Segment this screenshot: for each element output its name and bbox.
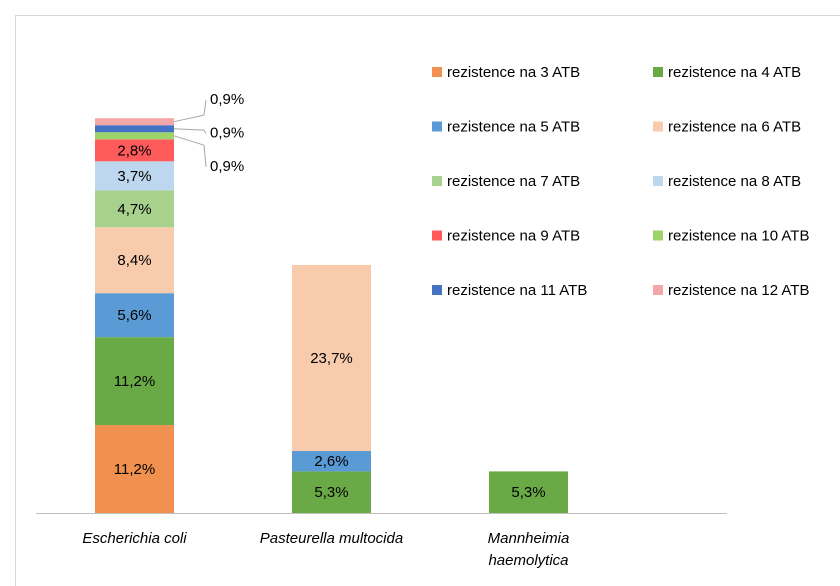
bar-segment <box>95 161 174 191</box>
legend-label: rezistence na 11 ATB <box>447 282 587 299</box>
data-label: 8,4% <box>117 252 151 269</box>
data-label: 0,9% <box>210 91 244 108</box>
legend-label: rezistence na 9 ATB <box>447 227 580 244</box>
bar-segment <box>95 139 174 162</box>
legend-swatch <box>653 67 663 77</box>
bar-segment <box>95 337 174 426</box>
legend-swatch <box>653 230 663 241</box>
legend-label: rezistence na 4 ATB <box>668 64 801 81</box>
legend-label: rezistence na 3 ATB <box>447 64 580 81</box>
x-tick-label: Pasteurella multocida <box>259 530 404 547</box>
data-label: 2,6% <box>314 453 348 470</box>
data-label: 2,8% <box>117 142 151 159</box>
bar-segment <box>95 293 174 338</box>
leader-line <box>203 129 207 134</box>
x-tick-label: Escherichia coli <box>82 530 187 547</box>
legend-swatch <box>653 176 663 186</box>
legend-swatch <box>432 285 442 295</box>
bar-segment <box>95 190 174 228</box>
bar-segment <box>95 425 174 513</box>
bar-segment <box>95 227 174 294</box>
bar-segment <box>489 471 568 513</box>
leader-line <box>173 135 205 146</box>
legend-label: rezistence na 6 ATB <box>668 118 801 135</box>
data-label: 4,7% <box>117 201 151 218</box>
data-label: 5,6% <box>117 307 151 324</box>
legend-swatch <box>432 121 442 132</box>
legend-swatch <box>432 67 442 77</box>
bar-segment <box>95 132 174 140</box>
legend-swatch <box>432 230 442 241</box>
data-label: 5,3% <box>511 484 545 501</box>
data-label: 5,3% <box>314 484 348 501</box>
legend-label: rezistence na 5 ATB <box>447 118 580 135</box>
data-label: 0,9% <box>210 158 244 175</box>
bar-segment <box>95 125 174 133</box>
data-label: 0,9% <box>210 124 244 141</box>
legend-swatch <box>653 121 663 132</box>
x-tick-label: Mannheimia haemolytica <box>487 530 570 569</box>
bar-segment <box>292 450 371 472</box>
data-label: 11,2% <box>114 461 155 478</box>
bar-segment <box>95 118 174 126</box>
legend-label: rezistence na 7 ATB <box>447 173 580 190</box>
bar-segment <box>292 471 371 513</box>
legend-swatch <box>653 285 663 295</box>
leader-line <box>203 99 207 116</box>
leader-line <box>173 114 205 123</box>
data-label: 11,2% <box>114 373 155 390</box>
legend-label: rezistence na 12 ATB <box>668 282 809 299</box>
bar-segment <box>292 264 371 451</box>
legend-label: rezistence na 8 ATB <box>668 173 801 190</box>
data-label: 3,7% <box>117 168 151 185</box>
legend-swatch <box>432 176 442 186</box>
legend-label: rezistence na 10 ATB <box>668 227 809 244</box>
leader-line <box>203 145 207 168</box>
data-label: 23,7% <box>310 350 353 367</box>
leader-line <box>173 128 205 131</box>
